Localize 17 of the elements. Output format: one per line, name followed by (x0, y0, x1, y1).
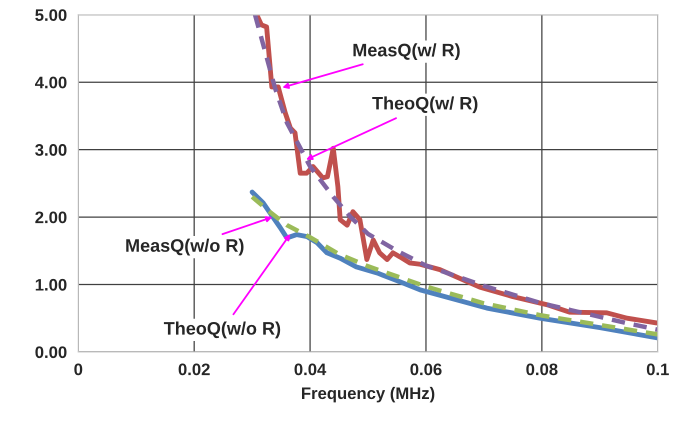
y-tick-label: 1.00 (36, 278, 66, 291)
annotation: TheoQ(w/o R) (164, 322, 280, 338)
x-tick-label: 0 (74, 363, 82, 376)
x-tick-label: 0.06 (410, 363, 442, 376)
x-tick-label: 0.04 (294, 363, 326, 376)
y-tick-label: 0.00 (35, 346, 66, 358)
x-tick-label: 0.08 (526, 363, 558, 376)
y-tick-label: 5.00 (35, 9, 66, 21)
x-tick-label: 0.02 (178, 363, 210, 376)
annotation: TheoQ(w/ R) (372, 96, 478, 114)
x-axis-title: Frequency (MHz) (302, 386, 434, 402)
y-tick-label: 2.00 (35, 211, 66, 224)
x-tick-label: 0.1 (646, 363, 669, 376)
annotation: MeasQ(w/ R) (353, 43, 460, 60)
y-tick-label: 4.00 (34, 76, 66, 88)
y-tick-label: 3.00 (35, 144, 66, 156)
annotation: MeasQ(w/o R) (126, 238, 244, 256)
